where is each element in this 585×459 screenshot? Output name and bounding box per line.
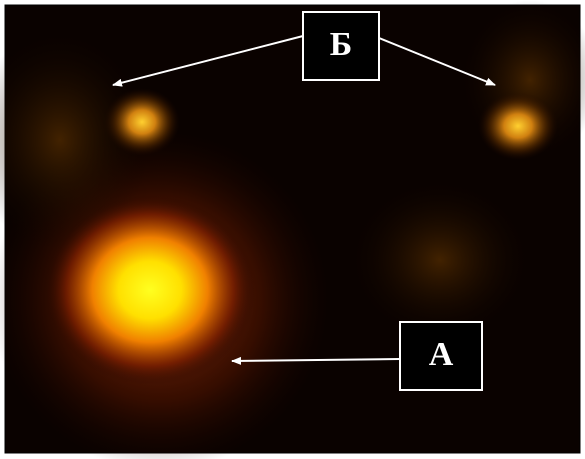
label: А	[429, 336, 454, 373]
label: Б	[330, 26, 352, 63]
page: Б А (() => { const data = JSON.parse(doc…	[0, 0, 585, 459]
figure: Б А	[0, 0, 585, 459]
